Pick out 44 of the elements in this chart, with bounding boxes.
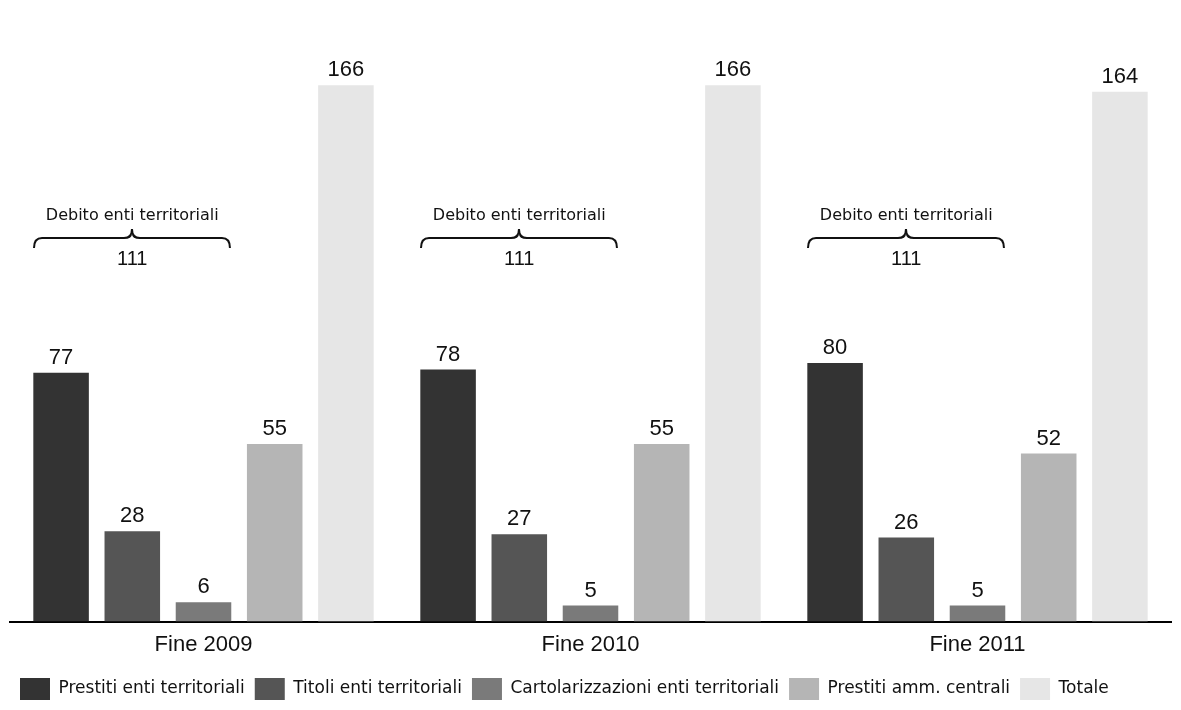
bar: [562, 605, 619, 622]
annotation: 111: [504, 247, 535, 270]
data-label: 52: [1036, 424, 1061, 450]
data-label: 80: [822, 334, 848, 360]
legend-label: Totale: [1057, 677, 1109, 698]
data-label: 77: [48, 343, 74, 369]
data-label: 164: [1101, 62, 1139, 88]
bar: [1020, 453, 1077, 622]
data-label: 55: [649, 414, 674, 440]
data-label: 28: [120, 502, 145, 528]
x-tick-label: Fine 2010: [541, 630, 640, 656]
annotation: Debito enti territoriali: [819, 204, 993, 224]
bar: [1092, 91, 1148, 622]
data-label: 6: [197, 573, 210, 599]
data-label: 78: [435, 340, 461, 366]
bar: [807, 363, 863, 622]
data-label: 5: [971, 576, 984, 602]
bar: [33, 372, 89, 622]
bar: [318, 85, 374, 622]
legend-label: Prestiti enti territoriali: [58, 677, 245, 698]
legend-label: Titoli enti territoriali: [292, 677, 462, 698]
data-label: 166: [714, 56, 752, 82]
annotation: Debito enti territoriali: [45, 204, 219, 224]
bar: [175, 602, 232, 622]
data-label: 166: [327, 56, 365, 82]
bar: [633, 443, 690, 622]
data-label: 5: [584, 576, 597, 602]
bar: [246, 443, 303, 622]
legend-label: Prestiti amm. centrali: [827, 677, 1011, 698]
x-tick-label: Fine 2009: [154, 630, 253, 656]
annotation: Debito enti territoriali: [432, 204, 606, 224]
data-label: 27: [507, 505, 532, 531]
data-label: 26: [894, 508, 919, 534]
annotation: 111: [117, 247, 148, 270]
annotation: 111: [891, 247, 922, 270]
bar: [420, 369, 476, 622]
bar: [104, 531, 161, 622]
bar: [878, 537, 935, 622]
data-label: 55: [262, 414, 287, 440]
bar: [491, 534, 548, 622]
x-tick-label: Fine 2011: [929, 630, 1026, 656]
bar: [705, 85, 761, 622]
legend-label: Cartolarizzazioni enti territoriali: [510, 677, 780, 698]
bar: [949, 605, 1006, 622]
